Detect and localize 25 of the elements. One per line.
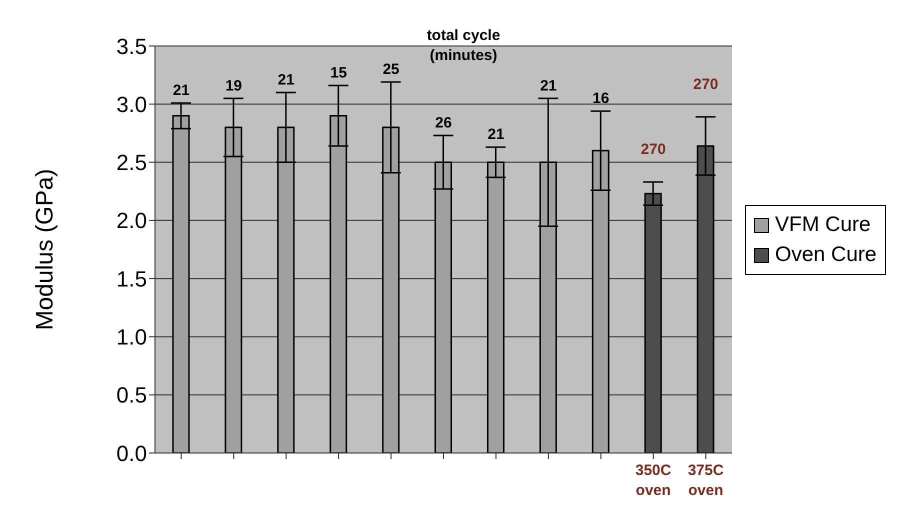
annotation: 21 [488, 126, 504, 144]
legend-label: Oven Cure [774, 242, 877, 268]
y-tick-label: 1.0 [116, 324, 147, 350]
annotation: 270 [693, 76, 718, 93]
annotation: 25 [382, 61, 400, 78]
annotation: 21 [540, 77, 557, 94]
legend-label: VFM Cure [774, 212, 872, 238]
y-tick-label: 3.5 [116, 34, 147, 59]
annotation: 15 [330, 64, 347, 82]
annotation: 21 [172, 82, 190, 99]
y-tick-label: 0.0 [116, 440, 147, 466]
annotation: 21 [278, 72, 294, 89]
y-tick-label: 3.0 [116, 92, 147, 117]
annotation: 270 [640, 141, 666, 158]
annotation: 16 [592, 90, 610, 108]
x-tick-label: 375C oven [688, 462, 724, 499]
y-tick-label: 2.5 [116, 150, 147, 176]
y-tick-label: 2.0 [116, 208, 147, 234]
annotation: 19 [225, 77, 242, 94]
y-tick-label: 1.5 [116, 266, 147, 292]
y-axis-title: Modulus (GPa) [32, 168, 59, 330]
annotation: total cycle (minutes) [426, 27, 500, 64]
x-tick-label: 350C oven [635, 462, 672, 499]
annotation: 26 [435, 114, 452, 132]
y-tick-label: 0.5 [116, 382, 147, 408]
